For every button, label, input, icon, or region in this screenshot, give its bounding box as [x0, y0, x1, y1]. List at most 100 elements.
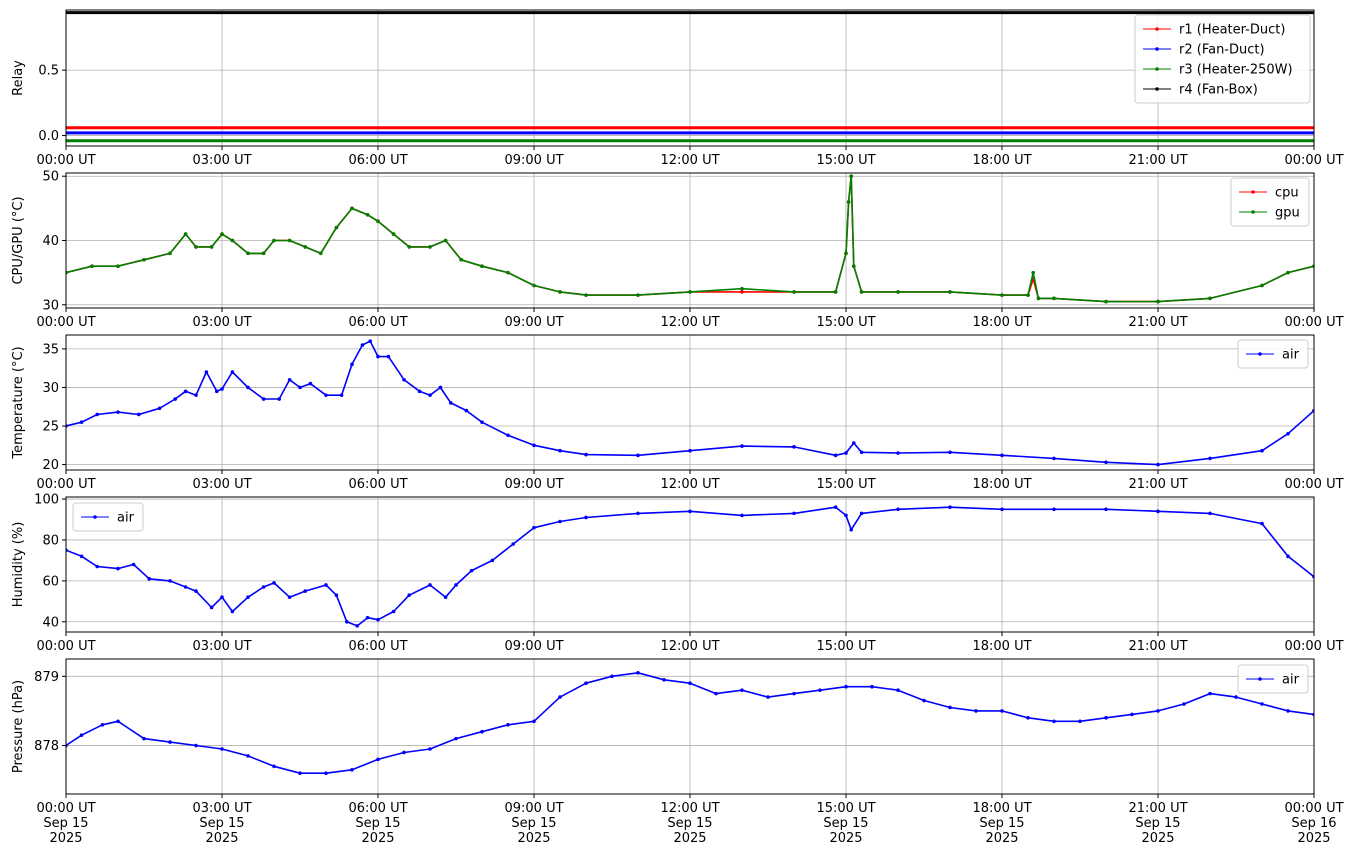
data-point [402, 377, 406, 382]
legend-label: gpu [1275, 206, 1300, 221]
x-tick-label: 03:00 UT Sep 15 2025 [192, 801, 251, 846]
data-point [183, 389, 188, 394]
data-point [1104, 299, 1108, 304]
legend-marker [1155, 27, 1159, 31]
data-point [740, 290, 744, 294]
data-point [339, 393, 344, 397]
data-point [1286, 270, 1290, 275]
data-point [116, 410, 120, 414]
data-point [194, 589, 198, 593]
x-tick-label: 12:00 UT [660, 639, 719, 654]
data-point [142, 736, 146, 741]
data-point [391, 609, 396, 614]
data-point [896, 290, 900, 294]
data-point [1156, 709, 1160, 713]
data-point [230, 238, 235, 243]
data-point [194, 393, 198, 397]
y-tick-label: 40 [42, 615, 59, 630]
data-point [833, 290, 838, 294]
panel-5: 00:00 UT Sep 15 2025 03:00 UT Sep 15 2025 06:0… [11, 658, 1344, 846]
data-point [558, 519, 562, 524]
data-point [740, 286, 744, 291]
data-point [480, 729, 484, 734]
series-r3 [66, 139, 1314, 143]
series-r2 [66, 131, 1314, 135]
data-point [792, 511, 796, 516]
series-air [66, 339, 1314, 467]
data-point [428, 747, 432, 751]
data-point [1000, 453, 1004, 458]
data-point [90, 264, 94, 269]
data-point [459, 257, 464, 262]
data-point [490, 558, 495, 563]
data-point [1031, 270, 1035, 275]
data-point [532, 283, 536, 288]
data-point [584, 515, 588, 520]
data-point [308, 381, 313, 386]
x-tick-label: 00:00 UT [36, 477, 95, 492]
data-point [438, 385, 443, 390]
legend-label: r4 (Fan-Box) [1179, 83, 1258, 98]
data-point [298, 385, 302, 390]
data-point [376, 354, 380, 359]
data-point [1052, 719, 1056, 724]
data-point [246, 251, 250, 256]
x-tick-label: 21:00 UT Sep 15 2025 [1128, 801, 1187, 846]
x-tick-label: 21:00 UT [1128, 639, 1187, 654]
series-air [66, 671, 1314, 776]
data-point [859, 290, 864, 294]
data-point [261, 251, 266, 256]
data-point [428, 393, 432, 397]
data-point [1104, 507, 1108, 512]
y-axis-label: Temperature (°C) [11, 346, 26, 459]
data-point [1208, 511, 1212, 516]
legend-label: r2 (Fan-Duct) [1179, 43, 1265, 58]
x-tick-label: 09:00 UT [504, 639, 563, 654]
data-point [532, 525, 536, 530]
legend-marker [1155, 87, 1159, 91]
data-point [116, 719, 120, 724]
data-point [147, 577, 151, 581]
x-tick-label: 03:00 UT [192, 153, 251, 168]
y-tick-label: 35 [42, 342, 59, 357]
data-point [506, 722, 510, 727]
data-point [454, 736, 458, 741]
data-point [852, 264, 856, 269]
series-r4 [66, 11, 1314, 15]
data-point [319, 251, 323, 256]
data-point [287, 238, 292, 243]
x-tick-label: 03:00 UT [192, 315, 251, 330]
data-point [345, 619, 349, 624]
data-point [922, 698, 926, 703]
data-point [95, 412, 99, 417]
data-point [209, 245, 214, 249]
data-point [303, 245, 308, 249]
data-point [350, 206, 354, 211]
data-point [220, 387, 224, 391]
legend-marker [93, 515, 97, 519]
x-tick-label: 00:00 UT [36, 315, 95, 330]
data-point [833, 453, 838, 458]
data-point [1104, 716, 1108, 720]
data-point [272, 238, 276, 243]
x-tick-label: 12:00 UT Sep 15 2025 [660, 801, 719, 846]
data-point [350, 767, 354, 772]
data-point [220, 595, 224, 600]
data-point [220, 747, 224, 751]
y-axis-label: Relay [11, 60, 26, 96]
x-tick-label: 00:00 UT [36, 153, 95, 168]
data-point [844, 684, 848, 689]
series-line [66, 506, 1314, 627]
data-point [350, 362, 354, 367]
data-point [368, 339, 373, 343]
data-point [688, 509, 692, 514]
data-point [1026, 293, 1030, 297]
x-tick-label: 00:00 UT [1284, 477, 1343, 492]
data-point [365, 212, 370, 217]
y-axis-label: CPU/GPU (°C) [11, 196, 26, 284]
x-tick-label: 12:00 UT [660, 153, 719, 168]
data-point [1182, 702, 1186, 706]
x-tick-label: 09:00 UT Sep 15 2025 [504, 801, 563, 846]
data-point [428, 245, 432, 249]
